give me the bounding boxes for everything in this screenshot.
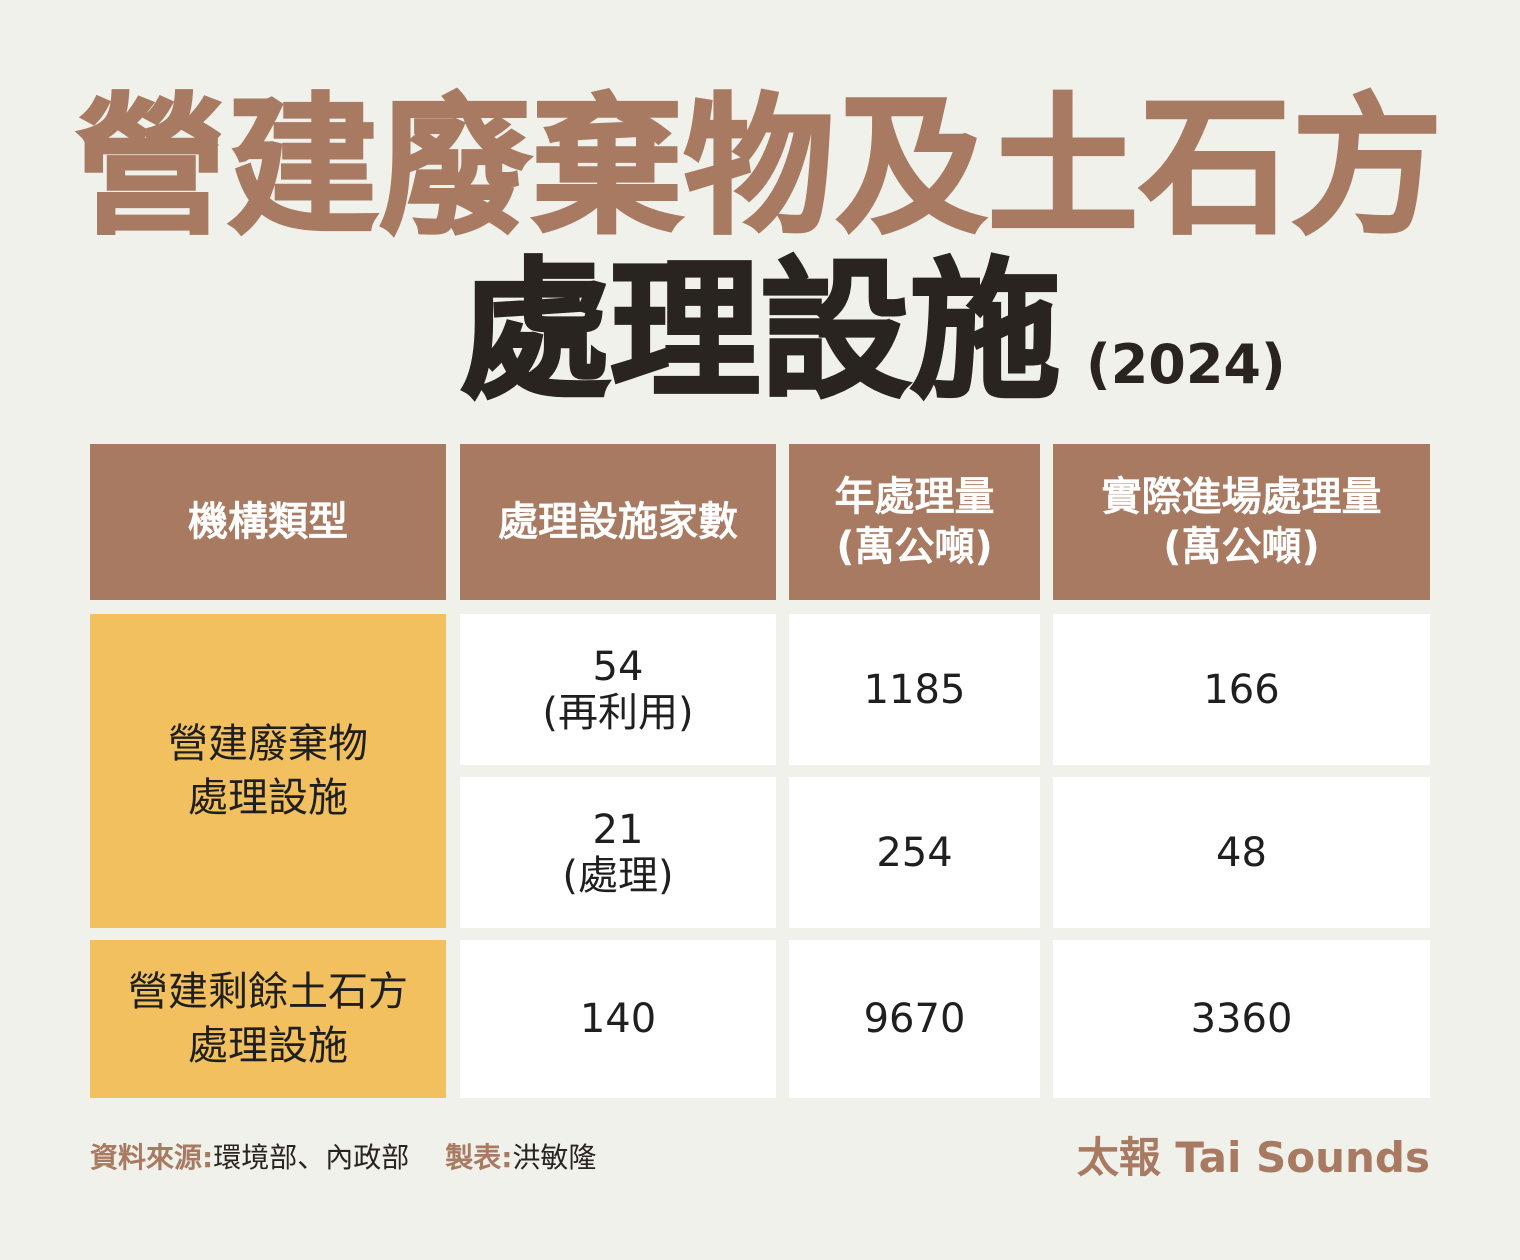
row2-count: 21 (處理) [460, 777, 776, 928]
title-line1: 營建廢棄物及土石方 [74, 80, 1444, 257]
row3-count: 140 [460, 940, 776, 1098]
source-value: 環境部、內政部 [213, 1141, 410, 1174]
header-annual: 年處理量 (萬公噸) [789, 444, 1040, 600]
row2-count-note: (處理) [562, 852, 674, 899]
maker-value: 洪敏隆 [512, 1141, 597, 1174]
header-category-label: 機構類型 [188, 499, 348, 545]
header-annual-unit: (萬公噸) [836, 524, 993, 570]
maker-label: 製表: [445, 1141, 513, 1174]
category-surplus-soil: 營建剩餘土石方 處理設施 [90, 940, 446, 1098]
row2-actual-value: 48 [1216, 829, 1267, 876]
row3-annual-value: 9670 [863, 996, 966, 1042]
category-construction-waste-line2: 處理設施 [188, 775, 348, 821]
data-table: 機構類型 處理設施家數 年處理量 (萬公噸) 實際進場處理量 (萬公噸) 營建廢… [90, 444, 1430, 1098]
row1-count-value: 54 [592, 643, 644, 690]
row1-actual-value: 166 [1203, 666, 1280, 713]
category-surplus-soil-line1: 營建剩餘土石方 [128, 969, 408, 1015]
title-line2-wrap: 處理設施 (2024) [458, 245, 1286, 419]
title-year: (2024) [1086, 333, 1286, 396]
header-count-label: 處理設施家數 [498, 499, 738, 545]
header-actual: 實際進場處理量 (萬公噸) [1053, 444, 1430, 600]
row1-count-note: (再利用) [542, 689, 694, 736]
category-surplus-soil-line2: 處理設施 [188, 1023, 348, 1069]
row2-annual-value: 254 [876, 829, 953, 876]
row2-count-value: 21 [592, 806, 644, 853]
footer-credits: 資料來源: 環境部、內政部 製表: 洪敏隆 [90, 1136, 596, 1176]
header-count: 處理設施家數 [460, 444, 776, 600]
row1-actual: 166 [1053, 614, 1430, 765]
title-line2: 處理設施 [458, 245, 1061, 419]
category-construction-waste-line1: 營建廢棄物 [168, 721, 368, 767]
row1-count: 54 (再利用) [460, 614, 776, 765]
row3-count-value: 140 [579, 996, 657, 1042]
source-label: 資料來源: [90, 1141, 214, 1174]
header-actual-label: 實際進場處理量 [1101, 474, 1382, 520]
header-annual-label: 年處理量 [834, 474, 995, 520]
brand-logo-text: 太報 Tai Sounds [1076, 1133, 1430, 1182]
row3-actual: 3360 [1053, 940, 1430, 1098]
row2-actual: 48 [1053, 777, 1430, 928]
header-actual-unit: (萬公噸) [1163, 524, 1320, 570]
category-construction-waste: 營建廢棄物 處理設施 [90, 614, 446, 928]
header-category: 機構類型 [90, 444, 446, 600]
row1-annual: 1185 [789, 614, 1040, 765]
row3-actual-value: 3360 [1190, 996, 1293, 1042]
row3-annual: 9670 [789, 940, 1040, 1098]
row2-annual: 254 [789, 777, 1040, 928]
row1-annual-value: 1185 [863, 666, 966, 713]
